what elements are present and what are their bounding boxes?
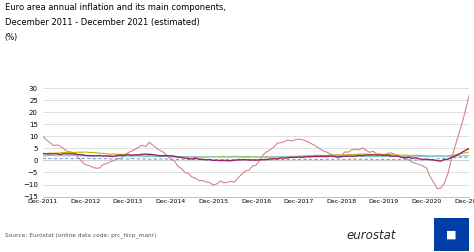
Text: eurostat: eurostat	[346, 229, 395, 242]
Text: Euro area annual inflation and its main components,: Euro area annual inflation and its main …	[5, 3, 226, 12]
Text: ■: ■	[446, 229, 457, 239]
Legend: All-items, Food, alcohol & tobacco, Energy, Non-energy industrial goods, Service: All-items, Food, alcohol & tobacco, Ener…	[99, 251, 413, 252]
Text: (%): (%)	[5, 33, 18, 42]
Text: Source: Eurostat (online data code: prc_hicp_manr): Source: Eurostat (online data code: prc_…	[5, 232, 156, 238]
Text: December 2011 - December 2021 (estimated): December 2011 - December 2021 (estimated…	[5, 18, 200, 27]
